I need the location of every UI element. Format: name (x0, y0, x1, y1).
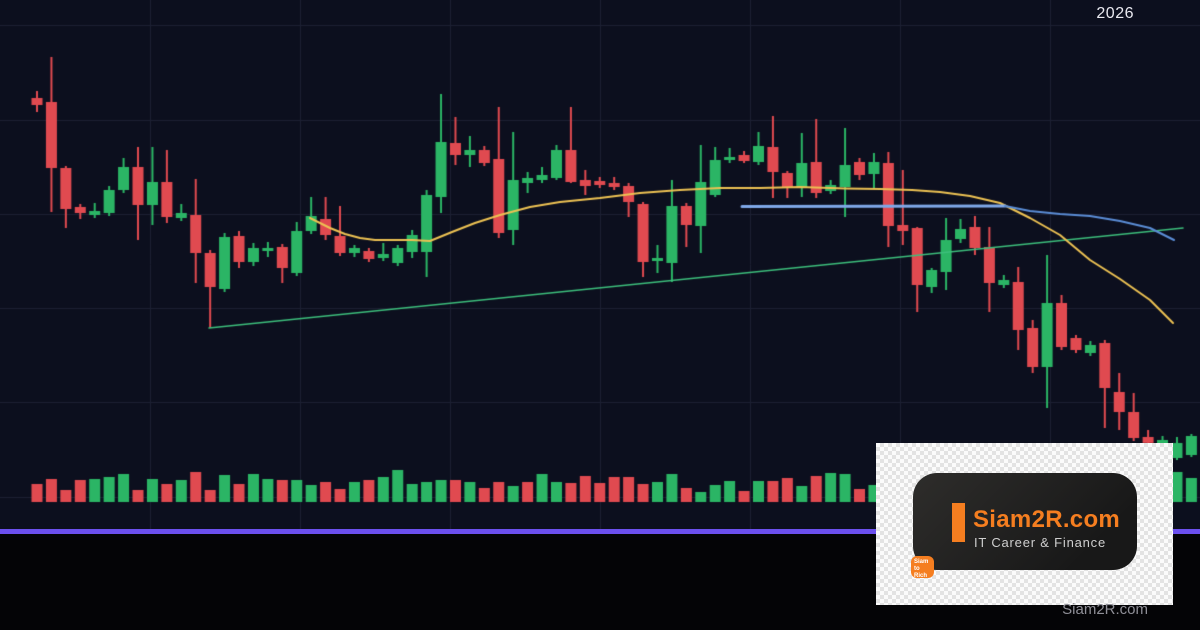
logo-accent-bar (952, 503, 965, 542)
footer-accent-line (0, 529, 1200, 534)
watermark-text: Siam2R.com (1062, 601, 1148, 618)
logo-card: Siam2R.com IT Career & Finance (913, 473, 1137, 570)
logo-subtitle: IT Career & Finance (974, 535, 1107, 550)
badge-line1: Siam (914, 559, 929, 565)
badge-line2: to Rich (914, 566, 928, 579)
logo-overlay-transparent-png: Siam2R.com IT Career & Finance Siam to R… (876, 443, 1173, 605)
logo-title: Siam2R.com (973, 506, 1121, 533)
siam-to-rich-badge: Siam to Rich (911, 556, 934, 579)
year-label: 2026 (1096, 5, 1134, 22)
